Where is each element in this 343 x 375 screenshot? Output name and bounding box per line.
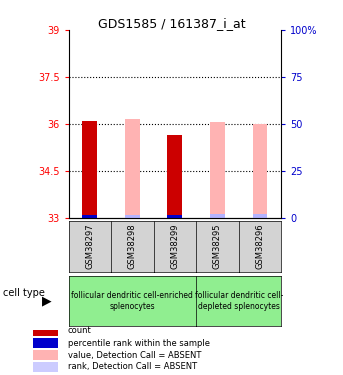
Text: percentile rank within the sample: percentile rank within the sample	[68, 339, 210, 348]
Text: cell type: cell type	[3, 288, 45, 298]
Bar	[210, 214, 225, 217]
Text: follicular dendritic cell-enriched
splenocytes: follicular dendritic cell-enriched splen…	[71, 291, 193, 310]
Bar	[252, 214, 268, 217]
Text: value, Detection Call = ABSENT: value, Detection Call = ABSENT	[68, 351, 201, 360]
Bar	[167, 135, 182, 218]
Text: GSM38296: GSM38296	[256, 224, 264, 269]
Text: GSM38299: GSM38299	[170, 224, 179, 269]
Bar	[82, 215, 97, 217]
Bar	[167, 215, 182, 217]
Text: rank, Detection Call = ABSENT: rank, Detection Call = ABSENT	[68, 362, 197, 371]
Text: GDS1585 / 161387_i_at: GDS1585 / 161387_i_at	[98, 17, 245, 30]
FancyBboxPatch shape	[33, 338, 58, 348]
Text: follicular dendritic cell-
depleted splenocytes: follicular dendritic cell- depleted sple…	[194, 291, 283, 310]
FancyBboxPatch shape	[33, 362, 58, 372]
Text: GSM38297: GSM38297	[85, 224, 94, 269]
Bar	[210, 122, 225, 218]
Bar	[125, 215, 140, 217]
FancyBboxPatch shape	[33, 326, 58, 336]
Text: count: count	[68, 326, 91, 335]
Text: GSM38298: GSM38298	[128, 224, 137, 269]
Bar	[252, 124, 268, 218]
Text: GSM38295: GSM38295	[213, 224, 222, 269]
FancyBboxPatch shape	[33, 350, 58, 360]
Bar	[125, 119, 140, 218]
Text: ▶: ▶	[42, 294, 52, 307]
Bar	[82, 121, 97, 218]
